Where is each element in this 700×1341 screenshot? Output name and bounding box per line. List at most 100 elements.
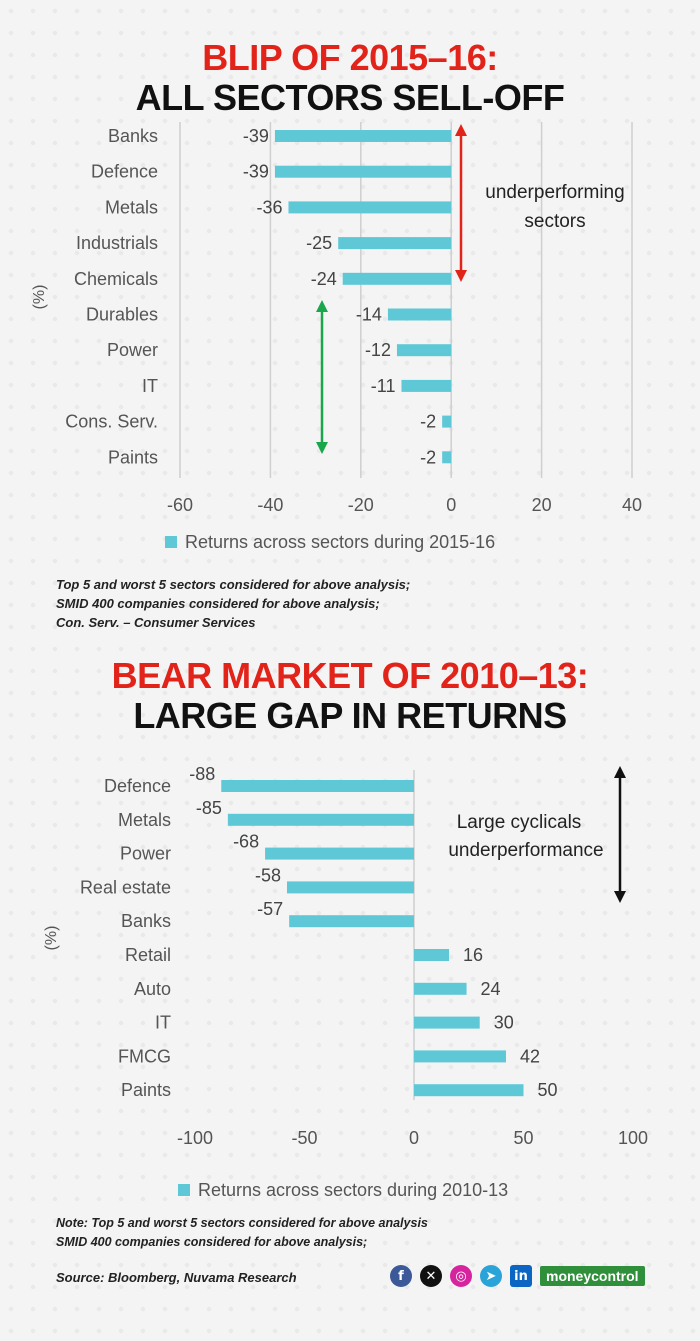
category-label: Metals: [118, 810, 171, 830]
green-arrow: [316, 300, 328, 454]
chart2-title-red: BEAR MARKET OF 2010–13:: [111, 655, 589, 696]
bar: [227, 813, 414, 826]
bar: [221, 780, 414, 792]
bar: [274, 130, 452, 142]
x-icon[interactable]: ✕: [420, 1265, 442, 1287]
category-label: Paints: [108, 447, 158, 467]
facebook-icon[interactable]: f: [390, 1265, 412, 1287]
telegram-icon[interactable]: ➤: [480, 1265, 502, 1287]
category-label: Real estate: [80, 877, 171, 897]
chart1-note-line: SMID 400 companies considered for above …: [56, 596, 380, 611]
bar: [414, 1084, 524, 1097]
chart1-note-line: Con. Serv. – Consumer Services: [56, 615, 256, 630]
category-label: Metals: [105, 197, 158, 217]
category-label: Retail: [125, 945, 171, 965]
bar: [387, 308, 452, 321]
bar: [414, 949, 450, 961]
legend-swatch: [178, 1184, 190, 1196]
category-label: FMCG: [118, 1046, 171, 1066]
bar: [414, 982, 467, 995]
bar: [286, 881, 414, 894]
chart1-svg: -60 -40 -20 0 20 40 Banks -39 Defence -39 Metals -3…: [31, 122, 642, 552]
chart1-title-red: BLIP OF 2015–16:: [202, 37, 498, 78]
data-label: -2: [420, 412, 436, 432]
data-label: 50: [538, 1080, 558, 1100]
bar: [342, 272, 452, 285]
linkedin-icon[interactable]: in: [510, 1265, 532, 1287]
x-tick-label: -60: [167, 495, 193, 515]
category-label: Power: [120, 844, 171, 864]
bar: [414, 1050, 506, 1063]
data-label: -39: [243, 162, 269, 182]
data-label: -14: [356, 305, 382, 325]
bar: [288, 201, 452, 214]
x-tick-label: -20: [348, 495, 374, 515]
x-tick-label: 100: [618, 1128, 648, 1148]
bar: [338, 237, 452, 250]
data-label: -36: [256, 197, 282, 217]
category-label: Cons. Serv.: [65, 412, 158, 432]
category-label: IT: [155, 1013, 171, 1033]
category-label: Auto: [134, 979, 171, 999]
bar: [289, 915, 414, 928]
x-tick-label: 20: [532, 495, 552, 515]
bar: [396, 344, 452, 357]
annotation-line: underperformance: [448, 840, 603, 861]
chart1-notes: Top 5 and worst 5 sectors considered for…: [56, 575, 410, 632]
category-label: IT: [142, 376, 158, 396]
category-label: Defence: [91, 162, 158, 182]
annotation-line: sectors: [524, 211, 585, 232]
category-label: Paints: [121, 1080, 171, 1100]
chart2-title: BEAR MARKET OF 2010–13: LARGE GAP IN RET…: [0, 656, 700, 736]
black-arrow: [614, 766, 626, 903]
legend-swatch: [165, 536, 177, 548]
chart2-title-black: LARGE GAP IN RETURNS: [133, 695, 567, 736]
data-label: -2: [420, 447, 436, 467]
data-label: -11: [371, 376, 396, 396]
annotation-line: underperforming: [485, 182, 624, 203]
category-label: Power: [107, 340, 158, 360]
chart2-note-line: SMID 400 companies considered for above …: [56, 1235, 368, 1249]
data-label: 42: [520, 1046, 540, 1066]
data-label: -58: [255, 865, 281, 885]
data-label: -88: [189, 764, 215, 784]
legend-label: Returns across sectors during 2010-13: [198, 1180, 508, 1200]
x-tick-label: 0: [409, 1128, 419, 1148]
red-arrow: [455, 124, 467, 282]
x-tick-label: 0: [446, 495, 456, 515]
data-label: -85: [196, 798, 222, 818]
brand-logo: moneycontrol: [540, 1266, 645, 1286]
x-tick-label: -100: [177, 1128, 213, 1148]
bar: [442, 451, 452, 464]
x-tick-label: 40: [622, 495, 642, 515]
bar: [274, 165, 452, 178]
category-label: Defence: [104, 776, 171, 796]
bar: [401, 379, 452, 392]
chart1-title-black: ALL SECTORS SELL-OFF: [135, 77, 565, 118]
social-bar: f ✕ ◎ ➤ in moneycontrol: [390, 1265, 645, 1287]
instagram-icon[interactable]: ◎: [450, 1265, 472, 1287]
data-label: -24: [311, 269, 337, 289]
data-label: -39: [243, 126, 269, 146]
chart2-note-line: Note: Top 5 and worst 5 sectors consider…: [56, 1216, 428, 1230]
category-label: Chemicals: [74, 269, 158, 289]
category-label: Banks: [121, 911, 171, 931]
data-label: -57: [257, 899, 283, 919]
source-text: Source: Bloomberg, Nuvama Research: [56, 1270, 297, 1285]
annotation-line: Large cyclicals: [457, 812, 582, 833]
data-label: -25: [306, 233, 332, 253]
category-label: Durables: [86, 305, 158, 325]
data-label: 16: [463, 945, 483, 965]
y-axis-label: (%): [31, 285, 48, 310]
legend-label: Returns across sectors during 2015-16: [185, 532, 495, 552]
bar: [265, 847, 414, 860]
bar: [414, 1016, 480, 1029]
x-tick-label: 50: [513, 1128, 533, 1148]
category-label: Industrials: [76, 233, 158, 253]
chart1-title: BLIP OF 2015–16: ALL SECTORS SELL-OFF: [0, 38, 700, 118]
chart2-notes: Note: Top 5 and worst 5 sectors consider…: [56, 1214, 428, 1252]
x-tick-label: -50: [291, 1128, 317, 1148]
x-tick-label: -40: [257, 495, 283, 515]
